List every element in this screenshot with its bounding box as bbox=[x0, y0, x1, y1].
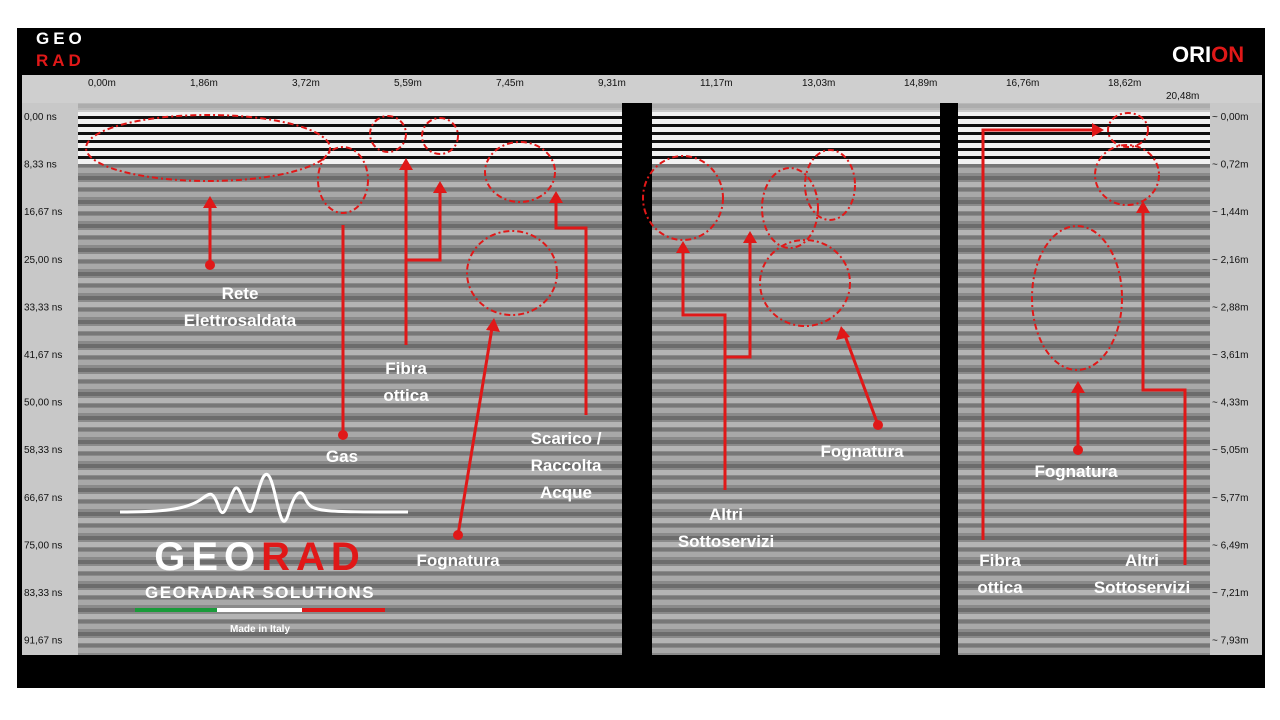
distance-label: 20,48m bbox=[1166, 91, 1199, 102]
time-bar bbox=[22, 103, 78, 655]
depth-label: ~ 7,21m bbox=[1212, 588, 1248, 599]
watermark-logo: GEORAD GEORADAR SOLUTIONS Made in Italy bbox=[119, 472, 409, 635]
distance-label: 7,45m bbox=[496, 78, 524, 89]
annotation-label: Elettrosaldata bbox=[184, 311, 297, 330]
distance-label: 14,89m bbox=[904, 78, 937, 89]
distance-label: 11,17m bbox=[700, 78, 733, 89]
annotation-label: Acque bbox=[540, 483, 592, 502]
watermark-tagline: GEORADAR SOLUTIONS bbox=[145, 583, 375, 602]
depth-label: ~ 2,16m bbox=[1212, 255, 1248, 266]
distance-label: 5,59m bbox=[394, 78, 422, 89]
annotation-label: Rete bbox=[222, 284, 259, 303]
annotation-label: Fognatura bbox=[820, 442, 904, 461]
time-label: 50,00 ns bbox=[24, 398, 62, 409]
time-label: 75,00 ns bbox=[24, 540, 62, 551]
annotation-label: Fibra bbox=[979, 551, 1021, 570]
annotation-label: Sottoservizi bbox=[678, 532, 774, 551]
logo-bottom: RAD bbox=[36, 51, 85, 70]
annotation-label: Altri bbox=[1125, 551, 1159, 570]
time-label: 8,33 ns bbox=[24, 160, 57, 171]
depth-bar bbox=[1210, 103, 1262, 655]
time-label: 33,33 ns bbox=[24, 302, 62, 313]
time-label: 16,67 ns bbox=[24, 207, 62, 218]
distance-label: 13,03m bbox=[802, 78, 835, 89]
annotation-label: Scarico / bbox=[531, 429, 602, 448]
distance-label: 9,31m bbox=[598, 78, 626, 89]
depth-label: ~ 0,00m bbox=[1212, 112, 1248, 123]
annotation-label: Raccolta bbox=[531, 456, 602, 475]
depth-label: ~ 7,93m bbox=[1212, 636, 1248, 647]
distance-label: 18,62m bbox=[1108, 78, 1141, 89]
time-label: 25,00 ns bbox=[24, 255, 62, 266]
annotation-label: Fognatura bbox=[416, 551, 500, 570]
annotation-label: ottica bbox=[383, 386, 429, 405]
watermark-name: GEORAD bbox=[154, 535, 366, 579]
depth-label: ~ 4,33m bbox=[1212, 398, 1248, 409]
depth-label: ~ 2,88m bbox=[1212, 302, 1248, 313]
distance-bar bbox=[22, 75, 1262, 103]
radargram bbox=[78, 103, 1210, 655]
depth-label: ~ 6,49m bbox=[1212, 540, 1248, 551]
time-label: 66,67 ns bbox=[24, 493, 62, 504]
distance-label: 16,76m bbox=[1006, 78, 1039, 89]
time-label: 83,33 ns bbox=[24, 588, 62, 599]
logo-top: GEO bbox=[36, 29, 86, 48]
depth-label: ~ 3,61m bbox=[1212, 350, 1248, 361]
annotation-label: Altri bbox=[709, 505, 743, 524]
annotation-marks bbox=[85, 112, 1187, 565]
distance-label: 1,86m bbox=[190, 78, 218, 89]
annotation-label: Sottoservizi bbox=[1094, 578, 1190, 597]
annotation-label: Fibra bbox=[385, 359, 427, 378]
time-label: 91,67 ns bbox=[24, 636, 62, 647]
labels: 0,00m 1,86m 3,72m 5,59m 7,45m 9,31m 11,17m 13,0… bbox=[24, 78, 1248, 647]
time-label: 58,33 ns bbox=[24, 445, 62, 456]
annotation-label: Fognatura bbox=[1034, 462, 1118, 481]
annotation-label: Gas bbox=[326, 447, 358, 466]
distance-label: 0,00m bbox=[88, 78, 116, 89]
time-label: 0,00 ns bbox=[24, 112, 57, 123]
depth-label: ~ 5,05m bbox=[1212, 445, 1248, 456]
brand: ORION bbox=[1172, 42, 1244, 67]
distance-label: 3,72m bbox=[292, 78, 320, 89]
depth-label: ~ 1,44m bbox=[1212, 207, 1248, 218]
watermark-origin: Made in Italy bbox=[230, 624, 290, 635]
depth-label: ~ 0,72m bbox=[1212, 160, 1248, 171]
time-label: 41,67 ns bbox=[24, 350, 62, 361]
depth-label: ~ 5,77m bbox=[1212, 493, 1248, 504]
annotation-label: ottica bbox=[977, 578, 1023, 597]
